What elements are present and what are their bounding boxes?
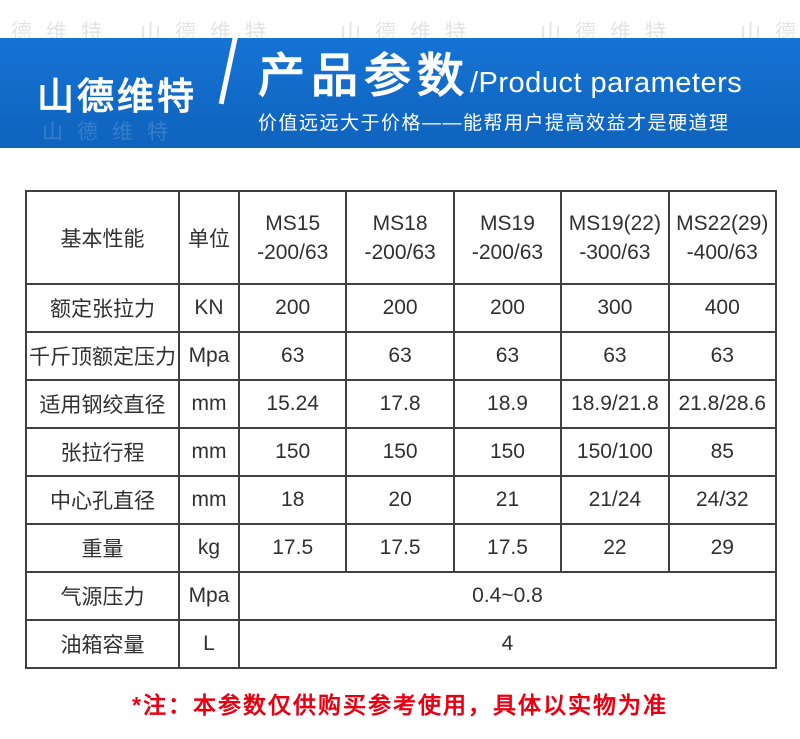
banner-slogan: 价值远远大于价格——能帮用户提高效益才是硬道理 bbox=[258, 112, 730, 134]
table-row: 重量 kg 17.5 17.5 17.5 22 29 bbox=[25, 523, 777, 573]
param-value: 150/100 bbox=[560, 427, 670, 477]
param-unit: mm bbox=[178, 427, 240, 477]
param-value: 18.9 bbox=[452, 379, 563, 429]
header-unit: 单位 bbox=[178, 190, 240, 285]
table-row: 中心孔直径 mm 18 20 21 21/24 24/32 bbox=[25, 475, 777, 525]
param-value: 24/32 bbox=[667, 475, 777, 525]
param-unit: kg bbox=[178, 523, 240, 573]
param-value: 150 bbox=[237, 427, 348, 477]
param-value: 200 bbox=[452, 283, 563, 333]
param-value: 400 bbox=[667, 283, 777, 333]
header-model: MS22(29) -400/63 bbox=[667, 190, 777, 285]
header-model: MS19 -200/63 bbox=[452, 190, 563, 285]
param-name: 适用钢绞直径 bbox=[25, 379, 180, 429]
param-unit: KN bbox=[178, 283, 240, 333]
param-value: 63 bbox=[667, 331, 777, 381]
param-name: 额定张拉力 bbox=[25, 283, 180, 333]
param-value: 18 bbox=[237, 475, 348, 525]
table-row: 气源压力 Mpa 0.4~0.8 bbox=[25, 571, 777, 621]
param-value: 150 bbox=[452, 427, 563, 477]
param-value: 21 bbox=[452, 475, 563, 525]
param-unit: Mpa bbox=[178, 331, 240, 381]
table-row: 适用钢绞直径 mm 15.24 17.8 18.9 18.9/21.8 21.8… bbox=[25, 379, 777, 429]
model-spec: -400/63 bbox=[686, 240, 758, 264]
model-name: MS15 bbox=[265, 211, 321, 235]
param-name: 千斤顶额定压力 bbox=[25, 331, 180, 381]
param-value: 150 bbox=[345, 427, 455, 477]
param-unit: mm bbox=[178, 379, 240, 429]
param-name: 气源压力 bbox=[25, 571, 180, 621]
model-name: MS19 bbox=[480, 211, 535, 235]
table-header-row: 基本性能 单位 MS15 -200/63 MS18 -200/63 MS19 -… bbox=[25, 190, 777, 285]
param-value: 15.24 bbox=[237, 379, 348, 429]
title-row: 产品参数 /Product parameters bbox=[258, 52, 800, 99]
product-parameters-table: 基本性能 单位 MS15 -200/63 MS18 -200/63 MS19 -… bbox=[25, 190, 777, 669]
param-name: 重量 bbox=[25, 523, 180, 573]
param-value: 85 bbox=[667, 427, 777, 477]
param-value: 17.5 bbox=[452, 523, 563, 573]
param-unit: Mpa bbox=[178, 571, 240, 621]
table-row: 额定张拉力 KN 200 200 200 300 400 bbox=[25, 283, 777, 333]
param-value: 63 bbox=[237, 331, 348, 381]
param-value-span: 4 bbox=[238, 619, 777, 669]
table-row: 张拉行程 mm 150 150 150 150/100 85 bbox=[25, 427, 777, 477]
header-param: 基本性能 bbox=[25, 190, 180, 285]
param-value: 18.9/21.8 bbox=[560, 379, 670, 429]
model-spec: -200/63 bbox=[364, 240, 436, 264]
param-value: 17.8 bbox=[345, 379, 455, 429]
table-row: 千斤顶额定压力 Mpa 63 63 63 63 63 bbox=[25, 331, 777, 381]
model-spec: -200/63 bbox=[471, 240, 544, 264]
param-value: 200 bbox=[345, 283, 455, 333]
param-value: 17.5 bbox=[237, 523, 348, 573]
param-value: 21.8/28.6 bbox=[667, 379, 777, 429]
header-model: MS18 -200/63 bbox=[345, 190, 455, 285]
param-value: 300 bbox=[560, 283, 670, 333]
table-row: 油箱容量 L 4 bbox=[25, 619, 777, 669]
param-value: 22 bbox=[560, 523, 670, 573]
model-spec: -300/63 bbox=[579, 240, 651, 264]
param-value: 21/24 bbox=[560, 475, 670, 525]
model-name: MS19(22) bbox=[568, 211, 661, 235]
banner-title-block: 产品参数 /Product parameters 价值远远大于价格——能帮用户提… bbox=[234, 38, 800, 148]
header-model: MS15 -200/63 bbox=[237, 190, 348, 285]
param-name: 张拉行程 bbox=[25, 427, 180, 477]
param-value: 17.5 bbox=[345, 523, 455, 573]
param-value: 200 bbox=[237, 283, 348, 333]
param-value: 63 bbox=[452, 331, 563, 381]
brand-logo-text: 山德维特 bbox=[37, 76, 197, 117]
page-title: 产品参数 bbox=[258, 48, 470, 102]
header-banner: 山德维特 产品参数 /Product parameters 价值远远大于价格——… bbox=[0, 38, 800, 148]
header-model: MS19(22) -300/63 bbox=[560, 190, 670, 285]
param-name: 中心孔直径 bbox=[25, 475, 180, 525]
param-name: 油箱容量 bbox=[25, 619, 180, 669]
param-value: 63 bbox=[560, 331, 670, 381]
page-title-english: /Product parameters bbox=[470, 66, 743, 99]
param-value: 63 bbox=[345, 331, 455, 381]
param-value: 20 bbox=[345, 475, 455, 525]
param-unit: L bbox=[178, 619, 240, 669]
brand-block: 山德维特 bbox=[0, 38, 234, 148]
footnote-disclaimer: *注：本参数仅供购买参考使用，具体以实物为准 bbox=[132, 692, 668, 718]
model-name: MS18 bbox=[372, 211, 428, 235]
watermark-text: 山德维特 bbox=[42, 121, 182, 144]
param-unit: mm bbox=[178, 475, 240, 525]
param-value-span: 0.4~0.8 bbox=[238, 571, 777, 621]
param-value: 29 bbox=[667, 523, 777, 573]
model-name: MS22(29) bbox=[676, 211, 769, 235]
model-spec: -200/63 bbox=[257, 240, 329, 264]
